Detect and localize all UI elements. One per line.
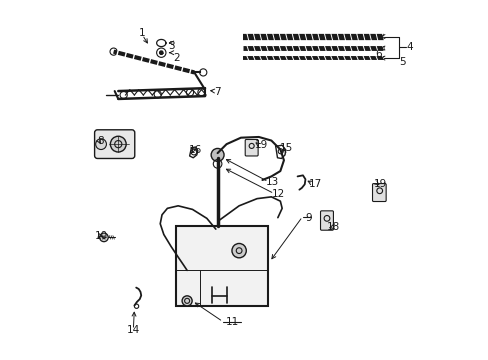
- Text: 4: 4: [406, 42, 412, 52]
- Text: 1: 1: [139, 28, 145, 38]
- Text: 8: 8: [98, 136, 104, 146]
- Text: 5: 5: [398, 57, 405, 67]
- Circle shape: [96, 139, 106, 149]
- Text: 10: 10: [94, 231, 107, 240]
- Text: 19: 19: [255, 140, 268, 150]
- Text: 14: 14: [126, 325, 140, 335]
- Text: 19: 19: [373, 179, 386, 189]
- Text: 16: 16: [188, 145, 202, 155]
- Circle shape: [110, 136, 126, 152]
- Text: 13: 13: [265, 177, 279, 187]
- FancyBboxPatch shape: [244, 139, 258, 156]
- Bar: [176, 226, 267, 306]
- Text: 3: 3: [167, 41, 174, 50]
- Circle shape: [182, 296, 192, 306]
- Text: 2: 2: [173, 53, 179, 63]
- Text: 7: 7: [214, 87, 221, 97]
- Text: 9: 9: [305, 213, 312, 222]
- Circle shape: [211, 148, 224, 161]
- Text: 15: 15: [280, 143, 293, 153]
- Text: 6: 6: [375, 49, 382, 59]
- Text: 12: 12: [271, 189, 285, 199]
- FancyBboxPatch shape: [320, 211, 333, 230]
- Circle shape: [231, 243, 246, 258]
- Text: 18: 18: [326, 222, 339, 232]
- Text: 11: 11: [225, 317, 238, 327]
- FancyBboxPatch shape: [372, 184, 386, 202]
- FancyBboxPatch shape: [94, 130, 135, 158]
- Circle shape: [100, 233, 108, 242]
- Text: 17: 17: [308, 179, 322, 189]
- Circle shape: [159, 51, 163, 54]
